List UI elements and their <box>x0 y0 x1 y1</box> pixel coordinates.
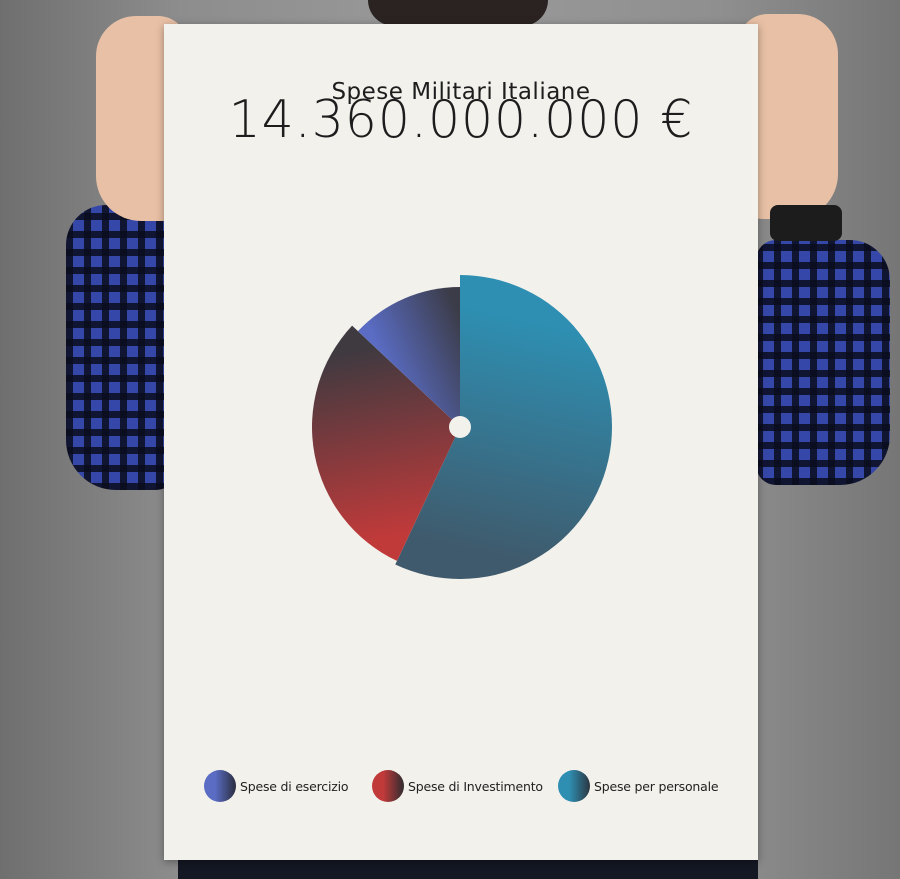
legend-label-personale: Spese per personale <box>594 778 719 794</box>
legend-swatch-esercizio <box>204 770 236 802</box>
poster-total: 14.360.000.000 € <box>228 90 694 150</box>
poster: Spese Militari Italiane 14.360.000.000 €… <box>164 24 758 860</box>
pie-slice-spese-per-personale <box>395 275 612 579</box>
wristwatch <box>770 205 842 241</box>
legend-label-esercizio: Spese di esercizio <box>240 778 349 794</box>
legend-item-personale: Spese per personale <box>558 770 719 802</box>
legend-item-esercizio: Spese di esercizio <box>204 770 349 802</box>
legend-label-investimento: Spese di Investimento <box>408 778 543 794</box>
legend-swatch-investimento <box>372 770 404 802</box>
pie-chart <box>312 275 612 579</box>
legend-item-investimento: Spese di Investimento <box>372 770 543 802</box>
pie-center-hole <box>449 416 471 438</box>
pie-slices <box>312 275 612 579</box>
pie-slice-spese-di-esercizio <box>357 287 460 427</box>
poster-title: Spese Militari Italiane <box>331 79 591 105</box>
legend-swatch-personale <box>558 770 590 802</box>
person-head <box>368 0 548 26</box>
pie-slice-spese-di-investimento <box>312 325 460 561</box>
right-sleeve <box>756 240 890 485</box>
left-sleeve <box>66 205 176 490</box>
